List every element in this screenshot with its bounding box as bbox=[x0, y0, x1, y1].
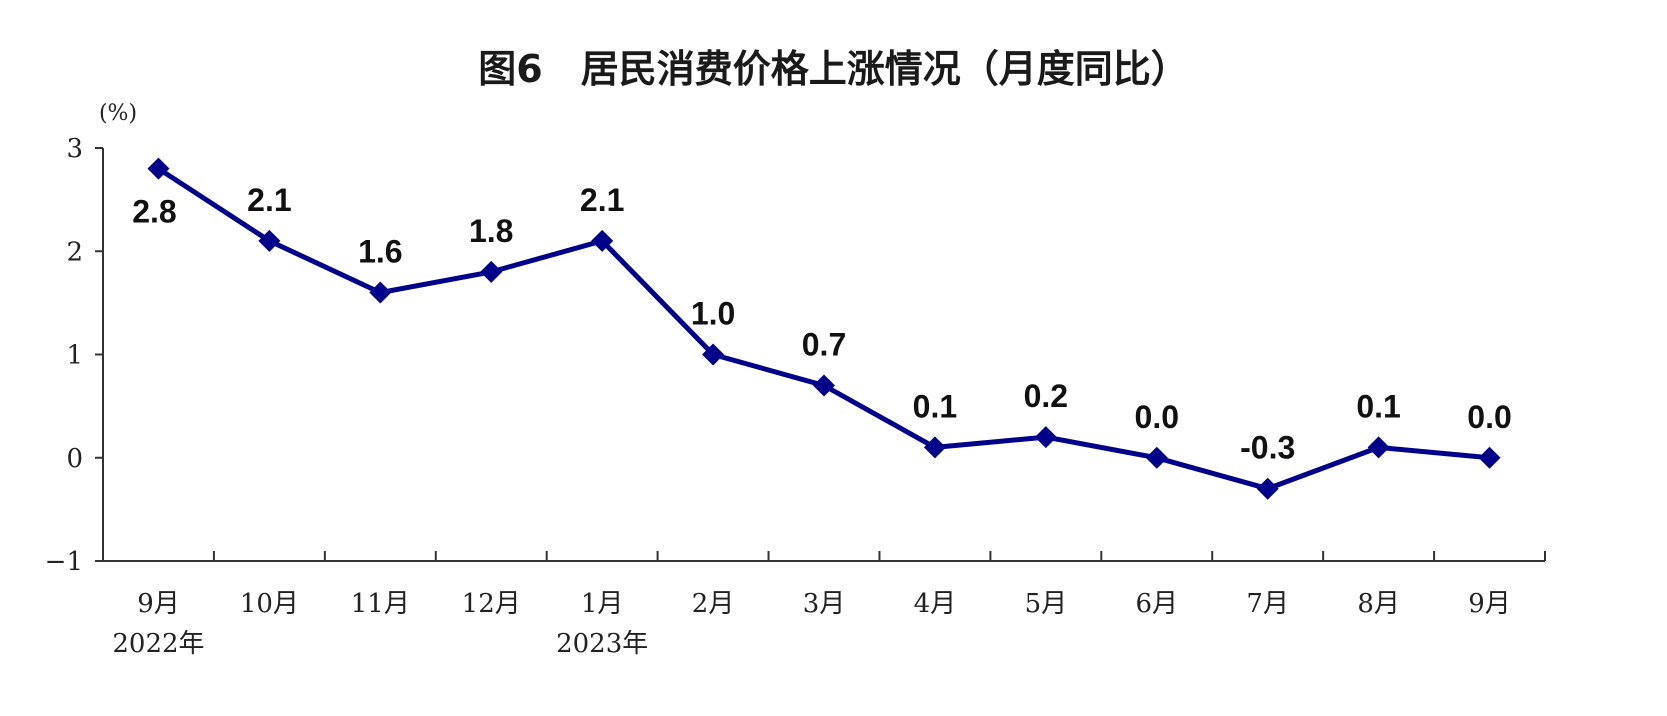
data-point bbox=[923, 436, 946, 459]
data-label: 1.6 bbox=[358, 234, 402, 270]
data-point bbox=[1256, 477, 1279, 500]
y-tick-label: 0 bbox=[66, 444, 83, 474]
x-tick-label: 12月 bbox=[462, 589, 521, 619]
y-tick-label: 3 bbox=[66, 134, 83, 164]
x-tick-label: 3月 bbox=[803, 589, 846, 619]
x-year-label: 2022年 bbox=[112, 629, 204, 659]
data-point bbox=[147, 157, 170, 180]
data-point bbox=[369, 281, 392, 304]
data-label: 0.2 bbox=[1024, 378, 1068, 414]
data-point bbox=[591, 229, 614, 252]
data-label: 2.1 bbox=[580, 182, 624, 218]
data-label: 0.1 bbox=[1356, 388, 1400, 424]
x-tick-label: 7月 bbox=[1246, 589, 1289, 619]
data-label: 0.7 bbox=[802, 326, 846, 362]
data-labels: 2.8 2.1 1.6 1.8 2.1 1.0 0.7 0.1 0.2 0.0 -0.3 0.1 0.0 bbox=[132, 182, 1512, 466]
data-point bbox=[1145, 446, 1168, 469]
data-point bbox=[1034, 426, 1057, 449]
data-label: 2.1 bbox=[247, 182, 291, 218]
y-tick-label: 2 bbox=[66, 237, 83, 267]
data-label: 0.1 bbox=[913, 388, 957, 424]
x-tick-label: 10月 bbox=[240, 589, 299, 619]
series bbox=[147, 157, 1501, 500]
x-year-label: 2023年 bbox=[556, 629, 648, 659]
data-point bbox=[702, 343, 725, 366]
x-tick-label: 1月 bbox=[581, 589, 624, 619]
x-tick-label: 2月 bbox=[692, 589, 735, 619]
x-tick-label: 9月 bbox=[137, 589, 180, 619]
x-tick-label: 5月 bbox=[1025, 589, 1068, 619]
y-unit-label: (%) bbox=[99, 101, 137, 126]
data-label: 0.0 bbox=[1467, 399, 1511, 435]
x-ticks: 9月 10月 11月 12月 1月 2月 3月 4月 5月 6月 7月 8月 9月 2022年 2023年 bbox=[102, 551, 1546, 659]
data-point bbox=[1367, 436, 1390, 459]
x-tick-label: 8月 bbox=[1357, 589, 1400, 619]
data-label: 0.0 bbox=[1135, 399, 1179, 435]
data-point bbox=[258, 229, 281, 252]
y-tick-label: −1 bbox=[45, 547, 83, 577]
data-label: 2.8 bbox=[132, 194, 176, 230]
x-tick-label: 9月 bbox=[1468, 589, 1511, 619]
data-point bbox=[813, 374, 835, 397]
y-ticks: 3 2 1 0 −1 bbox=[45, 134, 103, 577]
x-tick-label: 6月 bbox=[1135, 589, 1178, 619]
x-tick-label: 11月 bbox=[351, 589, 410, 619]
data-point bbox=[1478, 446, 1501, 469]
data-label: 1.0 bbox=[691, 296, 735, 332]
chart-title: 图6 居民消费价格上涨情况（月度同比） bbox=[478, 47, 1189, 91]
x-tick-label: 4月 bbox=[914, 589, 957, 619]
data-point bbox=[480, 260, 503, 283]
data-label: 1.8 bbox=[469, 213, 513, 249]
data-label: -0.3 bbox=[1240, 430, 1295, 466]
y-tick-label: 1 bbox=[66, 341, 83, 371]
